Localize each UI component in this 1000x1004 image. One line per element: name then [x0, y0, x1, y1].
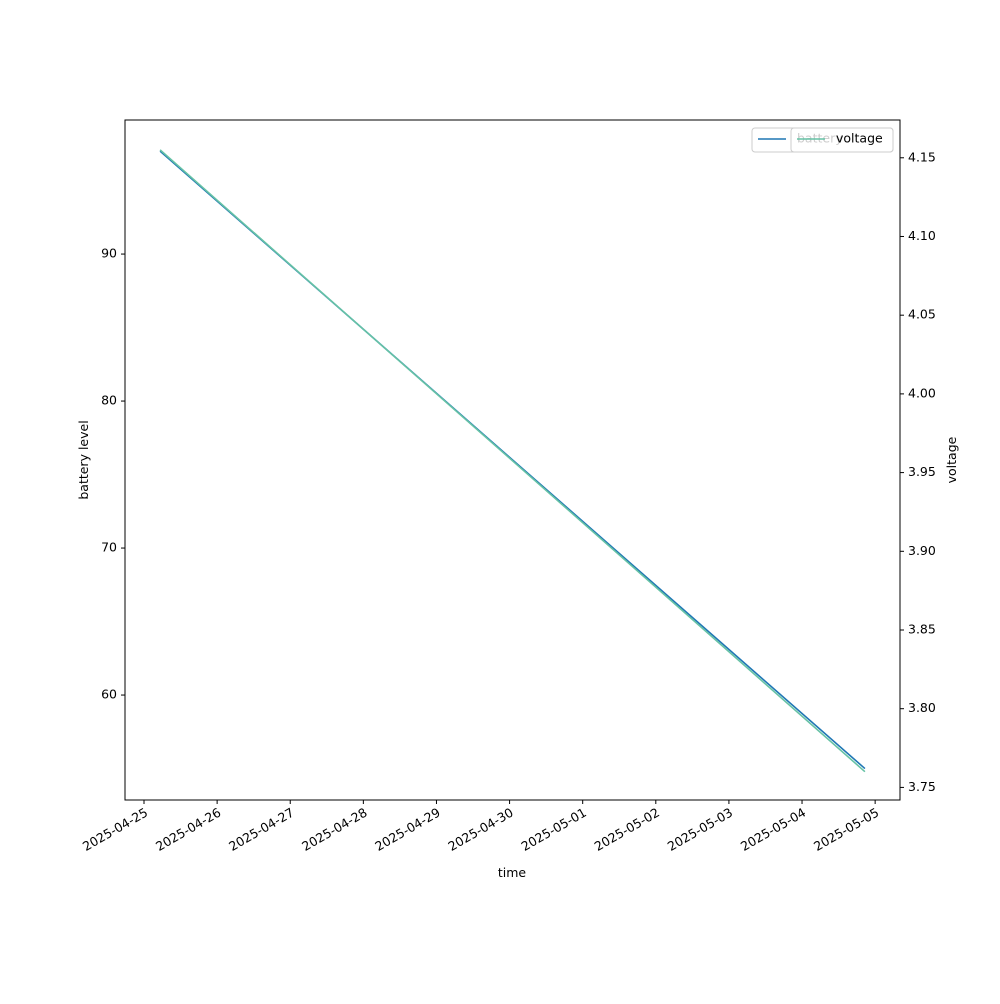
y2-tick-label: 4.05: [908, 307, 936, 322]
y2-tick-label: 4.10: [908, 228, 936, 243]
y-tick-label: 60: [101, 687, 117, 702]
legend-box: [790, 127, 894, 153]
y2-tick-label: 3.80: [908, 700, 936, 715]
y2-axis-label: voltage: [944, 436, 959, 483]
y-tick-label: 90: [101, 246, 117, 261]
x-axis-label: time: [498, 865, 527, 880]
y2-tick-label: 3.85: [908, 622, 936, 637]
y2-tick-label: 3.90: [908, 543, 936, 558]
y-tick-label: 70: [101, 540, 117, 555]
legend-label: voltage: [836, 131, 883, 146]
y-tick-label: 80: [101, 393, 117, 408]
y2-tick-label: 4.15: [908, 149, 936, 164]
y2-tick-label: 3.95: [908, 464, 936, 479]
line-series: [159, 149, 866, 773]
plot-frame: [124, 119, 901, 801]
y-axis-label: battery level: [76, 420, 91, 499]
y2-tick-label: 3.75: [908, 779, 936, 794]
y2-tick-label: 4.00: [908, 385, 936, 400]
